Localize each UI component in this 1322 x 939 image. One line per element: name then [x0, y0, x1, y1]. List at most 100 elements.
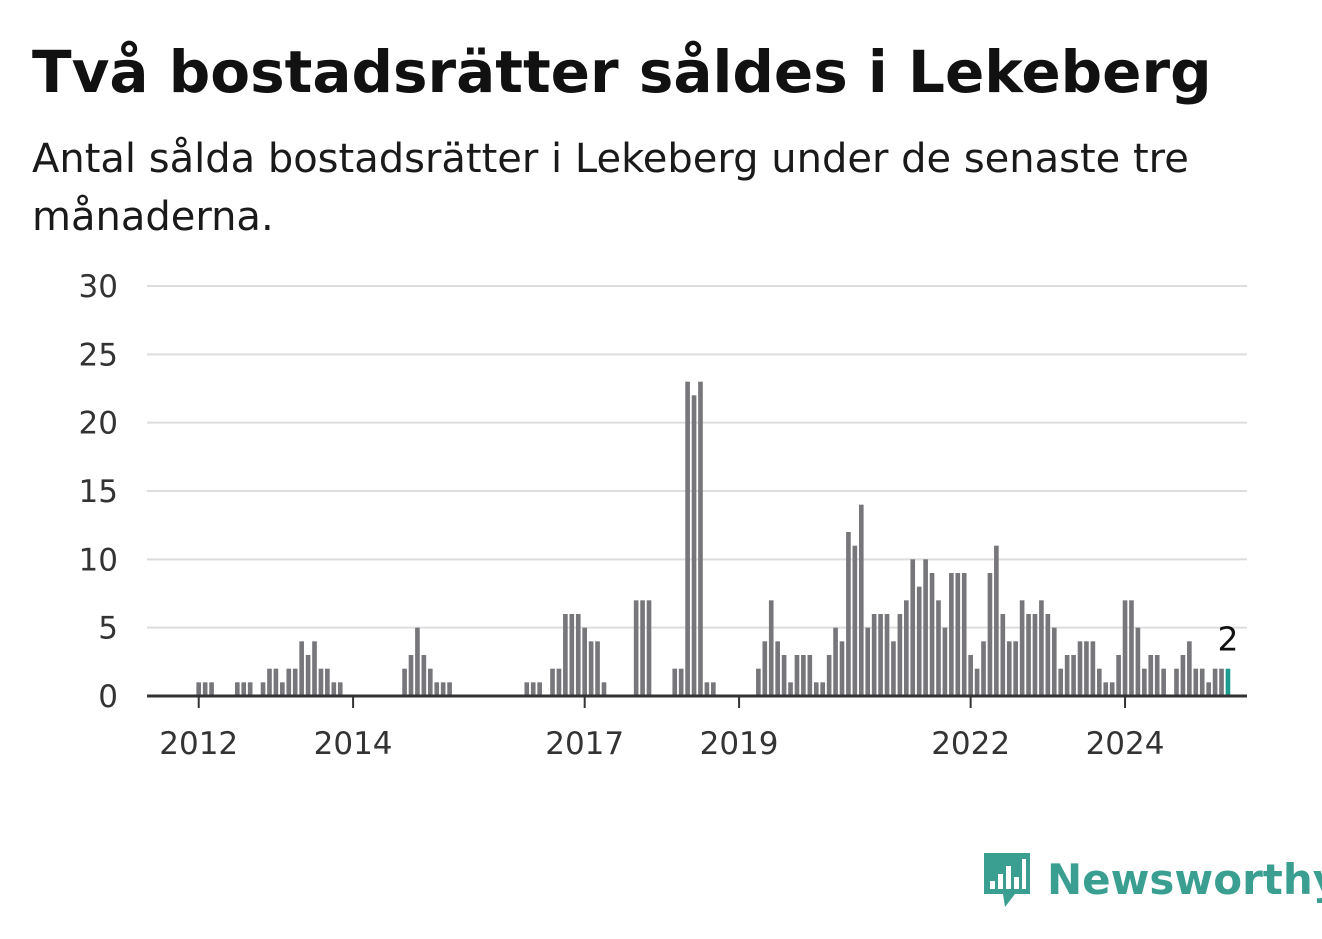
bar	[633, 600, 639, 696]
bar	[807, 655, 813, 696]
bar	[981, 641, 986, 696]
bar	[646, 600, 652, 696]
y-tick-label: 15	[79, 474, 118, 510]
x-tick-label: 2014	[314, 726, 393, 762]
newsworthy-logo-icon	[984, 853, 1030, 907]
bar	[704, 682, 710, 696]
bar	[202, 682, 208, 696]
bar	[1051, 627, 1057, 696]
bar	[241, 682, 247, 696]
x-tick-label: 2024	[1086, 726, 1165, 762]
bar	[891, 641, 896, 696]
bar	[826, 655, 832, 696]
chart-subtitle: Antal sålda bostadsrätter i Lekeberg und…	[32, 136, 1189, 240]
bar	[318, 668, 324, 696]
bar	[299, 641, 304, 696]
bar	[1064, 655, 1070, 696]
bar	[968, 655, 973, 696]
bar	[550, 668, 555, 696]
chart-title: Två bostadsrätter såldes i Lekeberg	[32, 38, 1212, 106]
bar	[1116, 655, 1121, 696]
bar	[588, 641, 594, 696]
bar	[196, 682, 202, 696]
x-tick-label: 2017	[545, 726, 624, 762]
bar	[711, 682, 716, 696]
x-tick-label: 2012	[159, 726, 238, 762]
y-tick-label: 25	[79, 337, 118, 373]
bar	[923, 559, 928, 696]
bar	[415, 627, 420, 696]
newsworthy-logo: Newsworthy	[981, 850, 1322, 910]
bar	[955, 573, 961, 696]
bar	[312, 641, 317, 696]
bar	[1219, 668, 1224, 696]
annotations: 2	[1217, 620, 1238, 659]
bar	[1090, 641, 1096, 696]
bar	[974, 668, 980, 696]
bar	[936, 600, 941, 696]
bar	[813, 682, 819, 696]
bar	[884, 614, 890, 696]
bar	[537, 682, 542, 696]
bar	[563, 614, 568, 696]
y-axis-ticks: 0 5 10 15 20 25 30	[79, 269, 118, 715]
bar	[440, 682, 446, 696]
bar	[904, 600, 909, 696]
bar	[1206, 682, 1211, 696]
x-tick-label: 2019	[700, 726, 779, 762]
bar	[1129, 600, 1134, 696]
bar	[691, 395, 697, 696]
x-axis: 2012 2014 2017 2019 2022 2024	[147, 694, 1247, 762]
bar	[595, 641, 600, 696]
bar	[209, 682, 214, 696]
bar	[1174, 668, 1179, 696]
bar	[794, 655, 800, 696]
bar	[1000, 614, 1006, 696]
bar	[1045, 614, 1051, 696]
bar	[325, 668, 330, 696]
bar	[672, 668, 678, 696]
bar	[1077, 641, 1083, 696]
bar	[781, 655, 787, 696]
bar	[1193, 668, 1199, 696]
bar	[762, 641, 768, 696]
bar	[331, 682, 337, 696]
bar	[768, 600, 774, 696]
bar	[1154, 655, 1160, 696]
bar	[1006, 641, 1012, 696]
bar-series	[196, 381, 1231, 696]
bar	[292, 668, 298, 696]
bar	[865, 627, 871, 696]
bar	[1039, 600, 1044, 696]
bar	[801, 655, 806, 696]
bar	[1187, 641, 1192, 696]
bar	[929, 573, 935, 696]
latest-value-label: 2	[1217, 620, 1238, 659]
brand-name: Newsworthy	[1047, 855, 1322, 904]
bar	[685, 381, 690, 696]
bar	[1026, 614, 1031, 696]
bar	[1013, 641, 1018, 696]
bar	[1199, 668, 1205, 696]
bar	[858, 504, 864, 696]
bar	[897, 614, 903, 696]
y-tick-label: 5	[98, 611, 118, 647]
bar	[1084, 641, 1089, 696]
bar	[942, 627, 948, 696]
bar	[601, 682, 607, 696]
bar	[575, 614, 581, 696]
bar	[846, 532, 851, 696]
bar	[260, 682, 266, 696]
bar	[1148, 655, 1154, 696]
bar	[1096, 668, 1102, 696]
bar	[871, 614, 877, 696]
bar	[961, 573, 967, 696]
bar	[434, 682, 440, 696]
x-tick-label: 2022	[931, 726, 1010, 762]
bar	[421, 655, 427, 696]
bar	[678, 668, 684, 696]
bar	[273, 668, 279, 696]
bar	[994, 545, 999, 696]
bar	[247, 682, 253, 696]
